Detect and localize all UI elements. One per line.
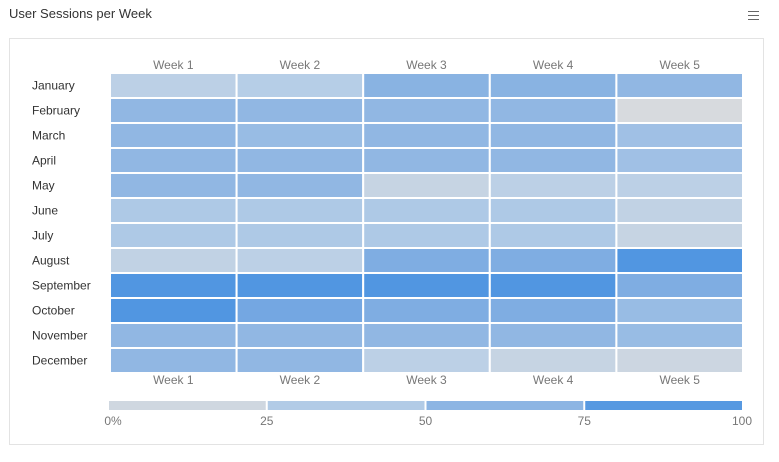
legend-tick-label: 25 bbox=[260, 414, 274, 428]
heatmap-cell bbox=[615, 247, 745, 274]
heatmap-cell bbox=[235, 297, 365, 324]
y-axis-label: December bbox=[32, 354, 87, 368]
legend-tick-label: 50 bbox=[419, 414, 433, 428]
heatmap-cell bbox=[488, 172, 618, 199]
legend-color-band bbox=[109, 401, 266, 410]
legend-tick-label: 75 bbox=[578, 414, 592, 428]
heatmap-cell bbox=[362, 72, 491, 99]
heatmap-cell bbox=[109, 247, 238, 274]
heatmap-cell bbox=[615, 72, 745, 99]
heatmap-cell bbox=[235, 122, 365, 149]
y-axis-label: March bbox=[32, 129, 65, 143]
x-axis-bottom-label: Week 2 bbox=[280, 373, 321, 387]
heatmap-cell bbox=[362, 147, 491, 174]
heatmap-cell bbox=[235, 322, 365, 349]
heatmap-cell bbox=[109, 222, 238, 249]
x-axis-top-label: Week 1 bbox=[153, 58, 194, 72]
legend-tick-label: 100 bbox=[732, 414, 752, 428]
heatmap-cell bbox=[488, 347, 618, 374]
heatmap-cell bbox=[488, 122, 618, 149]
heatmap-cell bbox=[488, 222, 618, 249]
heatmap-cell bbox=[109, 322, 238, 349]
heatmap-cell bbox=[235, 147, 365, 174]
heatmap-cell bbox=[488, 322, 618, 349]
heatmap-cell bbox=[615, 272, 745, 299]
heatmap-cell bbox=[362, 197, 491, 224]
heatmap-cell bbox=[109, 72, 238, 99]
y-axis-label: October bbox=[32, 304, 75, 318]
heatmap-cell bbox=[488, 247, 618, 274]
heatmap-cell bbox=[615, 197, 745, 224]
heatmap-cell bbox=[362, 97, 491, 124]
heatmap-cell bbox=[362, 322, 491, 349]
x-axis-top-label: Week 4 bbox=[533, 58, 574, 72]
heatmap-cell bbox=[488, 297, 618, 324]
x-axis-bottom-label: Week 4 bbox=[533, 373, 574, 387]
heatmap-cell bbox=[488, 147, 618, 174]
heatmap-cell bbox=[488, 72, 618, 99]
y-axis-label: May bbox=[32, 179, 55, 193]
heatmap-cell bbox=[235, 347, 365, 374]
heatmap-cell bbox=[362, 247, 491, 274]
heatmap-cell bbox=[615, 97, 745, 124]
heatmap-cell bbox=[109, 197, 238, 224]
heatmap-cell bbox=[109, 172, 238, 199]
heatmap-cell bbox=[235, 247, 365, 274]
x-axis-bottom-label: Week 5 bbox=[659, 373, 700, 387]
y-axis-label: February bbox=[32, 104, 80, 118]
heatmap-cell bbox=[109, 147, 238, 174]
heatmap-cell bbox=[615, 147, 745, 174]
heatmap-cell bbox=[615, 297, 745, 324]
heatmap-cell bbox=[615, 222, 745, 249]
heatmap-cell bbox=[362, 122, 491, 149]
heatmap-cell bbox=[109, 297, 238, 324]
heatmap-cell bbox=[109, 97, 238, 124]
heatmap-cell bbox=[615, 122, 745, 149]
x-axis-bottom-label: Week 3 bbox=[406, 373, 447, 387]
x-axis-top-label: Week 3 bbox=[406, 58, 447, 72]
legend-color-band bbox=[585, 401, 742, 410]
hamburger-menu-icon[interactable] bbox=[748, 11, 759, 20]
heatmap-cell bbox=[362, 297, 491, 324]
y-axis-label: August bbox=[32, 254, 70, 268]
legend-color-band bbox=[426, 401, 584, 410]
heatmap-cell bbox=[362, 172, 491, 199]
heatmap-cell bbox=[488, 97, 618, 124]
heatmap-chart: Week 1 Week 1 Week 2 Week 2 Week 3 Week 3 Week… bbox=[32, 58, 752, 428]
y-axis-label: November bbox=[32, 329, 87, 343]
heatmap-cell bbox=[109, 122, 238, 149]
heatmap-cell bbox=[235, 272, 365, 299]
heatmap-cell bbox=[488, 272, 618, 299]
x-axis-top-label: Week 5 bbox=[659, 58, 700, 72]
legend-tick-label: 0% bbox=[104, 414, 122, 428]
y-axis-label: July bbox=[32, 229, 53, 243]
heatmap-cell bbox=[235, 72, 365, 99]
chart-title: User Sessions per Week bbox=[9, 6, 152, 21]
y-axis-label: April bbox=[32, 154, 56, 168]
heatmap-cell bbox=[615, 322, 745, 349]
y-axis-label: January bbox=[32, 79, 75, 93]
heatmap-cell bbox=[109, 272, 238, 299]
x-axis-bottom-label: Week 1 bbox=[153, 373, 194, 387]
heatmap-cell bbox=[615, 172, 745, 199]
heatmap-cell bbox=[235, 97, 365, 124]
y-axis-label: September bbox=[32, 279, 91, 293]
chart-card: Week 1 Week 1 Week 2 Week 2 Week 3 Week 3 Week… bbox=[9, 38, 764, 445]
heatmap-cell bbox=[362, 347, 491, 374]
heatmap-cell bbox=[235, 222, 365, 249]
legend-color-band bbox=[267, 401, 425, 410]
y-axis-label: June bbox=[32, 204, 58, 218]
heatmap-cell bbox=[488, 197, 618, 224]
heatmap-cell bbox=[362, 272, 491, 299]
heatmap-cell bbox=[235, 197, 365, 224]
heatmap-cell bbox=[235, 172, 365, 199]
heatmap-cell bbox=[615, 347, 745, 374]
x-axis-top-label: Week 2 bbox=[280, 58, 321, 72]
heatmap-cell bbox=[362, 222, 491, 249]
heatmap-cell bbox=[109, 347, 238, 374]
